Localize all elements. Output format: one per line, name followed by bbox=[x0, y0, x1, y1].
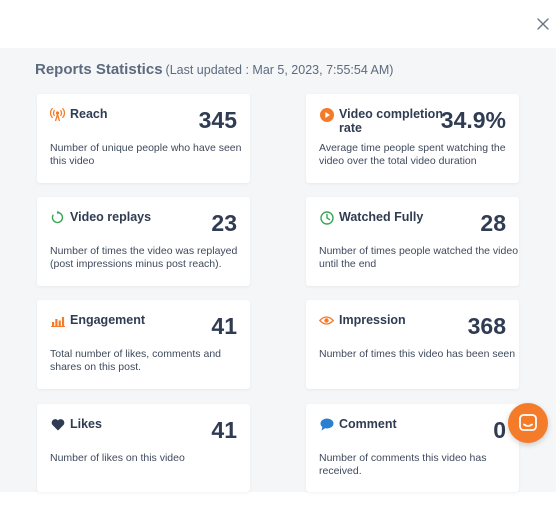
stat-card-impression: Impression 368 Number of times this vide… bbox=[306, 300, 519, 389]
stat-label: Engagement bbox=[70, 313, 146, 327]
broadcast-icon bbox=[50, 107, 65, 122]
stat-label: Watched Fully bbox=[339, 210, 424, 224]
heart-icon bbox=[50, 417, 65, 432]
stat-value: 345 bbox=[198, 107, 237, 133]
last-updated-text: (Last updated : Mar 5, 2023, 7:55:54 AM) bbox=[165, 63, 394, 77]
stat-value: 28 bbox=[480, 210, 506, 236]
stat-description: Number of times people watched the video… bbox=[319, 245, 519, 270]
close-button[interactable] bbox=[533, 14, 553, 34]
stat-description: Number of times this video has been seen bbox=[319, 348, 516, 360]
close-icon bbox=[537, 18, 549, 30]
stat-label: Comment bbox=[339, 417, 397, 431]
stat-description: Number of unique people who have seen th… bbox=[50, 142, 242, 167]
stat-card-reach: Reach 345 Number of unique people who ha… bbox=[37, 94, 250, 183]
clock-icon bbox=[319, 210, 334, 225]
comment-icon bbox=[319, 417, 334, 432]
modal-footer bbox=[0, 492, 556, 506]
page-title: Reports Statistics bbox=[35, 61, 163, 78]
stat-label: Video completion rate bbox=[339, 107, 443, 135]
modal-topbar bbox=[0, 0, 556, 48]
eye-icon bbox=[319, 313, 334, 328]
stat-label: Reach bbox=[70, 107, 108, 121]
stat-card-engagement: Engagement 41 Total number of likes, com… bbox=[37, 300, 250, 389]
stat-card-video-completion-rate: Video completion rate 34.9% Average time… bbox=[306, 94, 519, 183]
report-header: Reports Statistics (Last updated : Mar 5… bbox=[35, 61, 393, 78]
stat-description: Number of likes on this video bbox=[50, 452, 185, 464]
stat-card-likes: Likes 41 Number of likes on this video bbox=[37, 404, 250, 492]
play-circle-icon bbox=[319, 107, 334, 122]
stat-card-comment: Comment 0 Number of comments this video … bbox=[306, 404, 519, 492]
stat-value: 368 bbox=[467, 313, 506, 339]
stat-description: Number of comments this video has receiv… bbox=[319, 452, 487, 477]
stat-label: Impression bbox=[339, 313, 406, 327]
bar-chart-icon bbox=[50, 313, 65, 328]
stat-label: Video replays bbox=[70, 210, 152, 224]
stat-value: 0 bbox=[493, 417, 506, 443]
stat-value: 34.9% bbox=[440, 107, 506, 133]
stat-description: Number of times the video was replayed (… bbox=[50, 245, 238, 270]
stat-value: 41 bbox=[211, 417, 237, 443]
stat-description: Average time people spent watching the v… bbox=[319, 142, 506, 167]
stat-description: Total number of likes, comments and shar… bbox=[50, 348, 221, 373]
stat-value: 23 bbox=[211, 210, 237, 236]
replay-icon bbox=[50, 210, 65, 225]
stat-label: Likes bbox=[70, 417, 102, 431]
stat-card-video-replays: Video replays 23 Number of times the vid… bbox=[37, 197, 250, 286]
stat-card-watched-fully: Watched Fully 28 Number of times people … bbox=[306, 197, 519, 286]
stat-value: 41 bbox=[211, 313, 237, 339]
chat-icon bbox=[519, 414, 537, 431]
chat-launcher-button[interactable] bbox=[508, 403, 548, 443]
